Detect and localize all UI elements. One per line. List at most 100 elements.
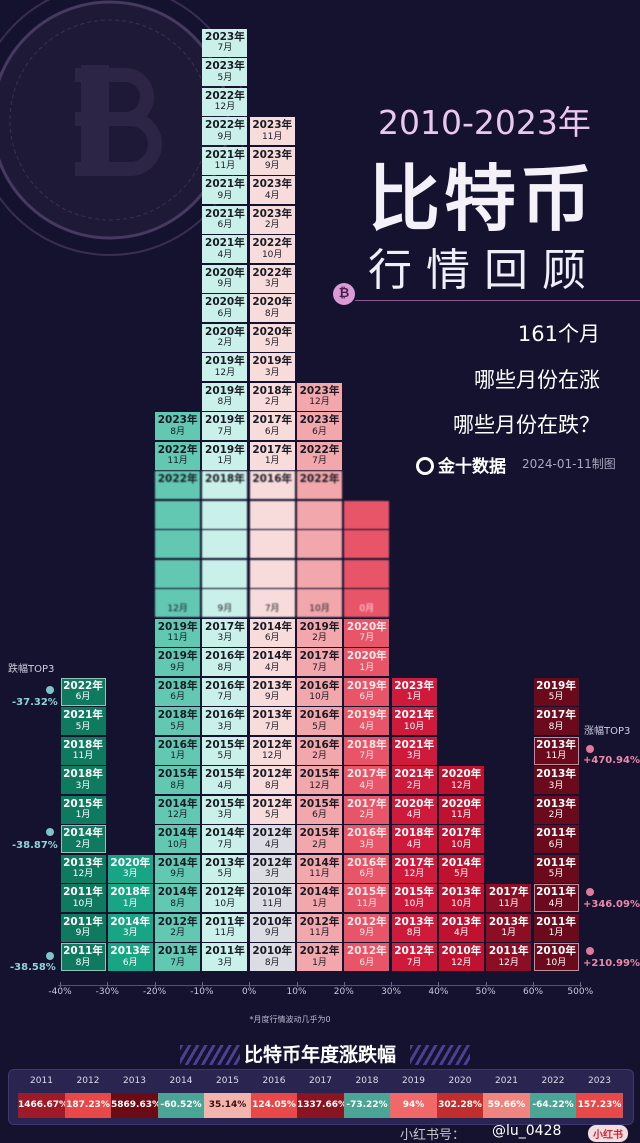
cell-month: 1月	[406, 692, 422, 703]
month-cell	[344, 530, 390, 559]
month-cell: 2013年 8月	[391, 913, 437, 942]
cell-year: 2016年	[346, 827, 387, 840]
title-divider	[355, 300, 640, 301]
annual-year: 2023	[588, 1076, 611, 1086]
month-cell	[344, 500, 390, 529]
cell-month: 6月	[359, 957, 375, 968]
cell-month: 6月	[75, 692, 91, 703]
cell-month: 7月	[312, 662, 327, 673]
month-cell: 2019年 1月	[202, 441, 248, 470]
cell-year: 2012年	[346, 945, 387, 958]
cell-year: 2010年	[441, 945, 482, 958]
cell-month: 5月	[454, 869, 469, 880]
cell-month: 11月	[72, 751, 94, 762]
month-cell: 2014年 3月	[107, 913, 153, 942]
cell-month: 12月	[403, 869, 425, 880]
month-cell: 2014年 7月	[202, 825, 248, 854]
cell-month: 9月	[264, 161, 280, 172]
month-cell: 2012年 1月	[297, 943, 342, 972]
cell-month: 6月	[217, 308, 233, 319]
cell-month: 8月	[217, 397, 233, 408]
cell-year: 2022年	[205, 89, 245, 102]
cell-month: 6月	[217, 220, 233, 231]
month-cell: 2012年 11月	[297, 913, 342, 942]
cell-month: 7月	[217, 692, 233, 703]
month-cell: 2013年 9月	[249, 677, 295, 706]
month-cell: 2011年 5月	[533, 854, 579, 883]
month-cell	[155, 500, 201, 529]
annual-year: 2016	[262, 1076, 286, 1086]
month-cell	[344, 559, 390, 588]
cell-month: 9月	[264, 928, 280, 939]
cell-year: 2013年	[63, 856, 103, 869]
cell-year: 2022年	[205, 119, 245, 132]
cell-year: 2022年	[299, 443, 340, 456]
tick-label: 30%	[381, 987, 402, 997]
month-cell: 2020年 9月	[202, 264, 248, 293]
month-cell: 2016年 8月	[202, 648, 248, 677]
cell-year	[344, 533, 389, 544]
cell-year: 2017年	[488, 886, 529, 899]
annual-value: 1337.66%	[297, 1093, 347, 1118]
cell-month: 2月	[264, 220, 280, 231]
cell-month: 12月	[309, 397, 330, 408]
cell-month: 2月	[75, 839, 91, 850]
cell-month: 3月	[122, 928, 138, 939]
cell-year: 2022年	[157, 443, 198, 456]
month-cell	[155, 530, 201, 559]
annual-value: 94%	[390, 1093, 437, 1118]
cell-month: 1月	[264, 456, 280, 467]
cell-month: 6月	[312, 426, 327, 437]
cell-month: 5月	[217, 869, 233, 880]
month-cell: 2022年	[297, 471, 342, 500]
cell-month: 2月	[264, 397, 280, 408]
month-cell: 2012年 2月	[155, 913, 201, 942]
month-cell: 2017年 12月	[391, 854, 437, 883]
month-cell: 2023年 8月	[155, 412, 201, 441]
cell-month: 2月	[312, 839, 327, 850]
month-cell: 2012年 10月	[202, 884, 248, 913]
cell-year: 2018年	[205, 473, 245, 486]
cell-year: 2011年	[63, 945, 103, 958]
month-cell: 2019年 5月	[533, 677, 579, 706]
cell-month: 11月	[545, 751, 567, 762]
cell-year: 2011年	[536, 827, 576, 840]
month-cell: 2011年 9月	[60, 913, 106, 942]
drop-rank-1-icon	[46, 828, 54, 836]
cell-year: 2013年	[536, 738, 576, 751]
cell-year: 2020年	[252, 296, 293, 309]
cell-month: 10月	[72, 898, 94, 909]
cell-year: 2019年	[205, 443, 245, 456]
tick-mark	[60, 982, 61, 987]
month-cell: 2012年 6月	[344, 943, 390, 972]
month-cell: 2023年 2月	[249, 205, 295, 234]
month-cell: 2023年 6月	[297, 412, 342, 441]
cell-month: 6月	[359, 869, 375, 880]
cell-year	[202, 533, 247, 544]
month-cell: 2012年 7月	[391, 943, 437, 972]
month-cell	[249, 500, 295, 529]
cell-month: 10月	[545, 957, 567, 968]
cell-year: 2013年	[488, 915, 529, 928]
month-cell: 2014年 5月	[438, 854, 484, 883]
cell-year: 2020年	[441, 768, 482, 781]
title-sub: 行情回顾	[368, 245, 600, 296]
month-cell: 2018年 4月	[391, 825, 437, 854]
month-cell: 2022年 6月	[60, 677, 106, 706]
month-cell: 2015年 8月	[155, 766, 201, 795]
tick-label: -40%	[48, 987, 72, 997]
month-cell: 2011年 1月	[533, 913, 579, 942]
cell-year: 2013年	[205, 856, 245, 869]
cell-year: 2023年	[252, 148, 293, 161]
cell-month: 8月	[75, 957, 91, 968]
month-cell: 2023年 12月	[297, 382, 342, 411]
cell-year	[297, 504, 342, 515]
cell-year: 2020年	[441, 797, 482, 810]
cell-month: 5月	[217, 751, 233, 762]
cell-month: 12月	[214, 102, 236, 113]
month-cell	[155, 559, 201, 588]
month-cell: 2018年 1月	[107, 884, 153, 913]
month-cell: 2015年 5月	[202, 736, 248, 765]
cell-month: 10月	[309, 603, 330, 614]
cell-month: 2月	[406, 780, 422, 791]
